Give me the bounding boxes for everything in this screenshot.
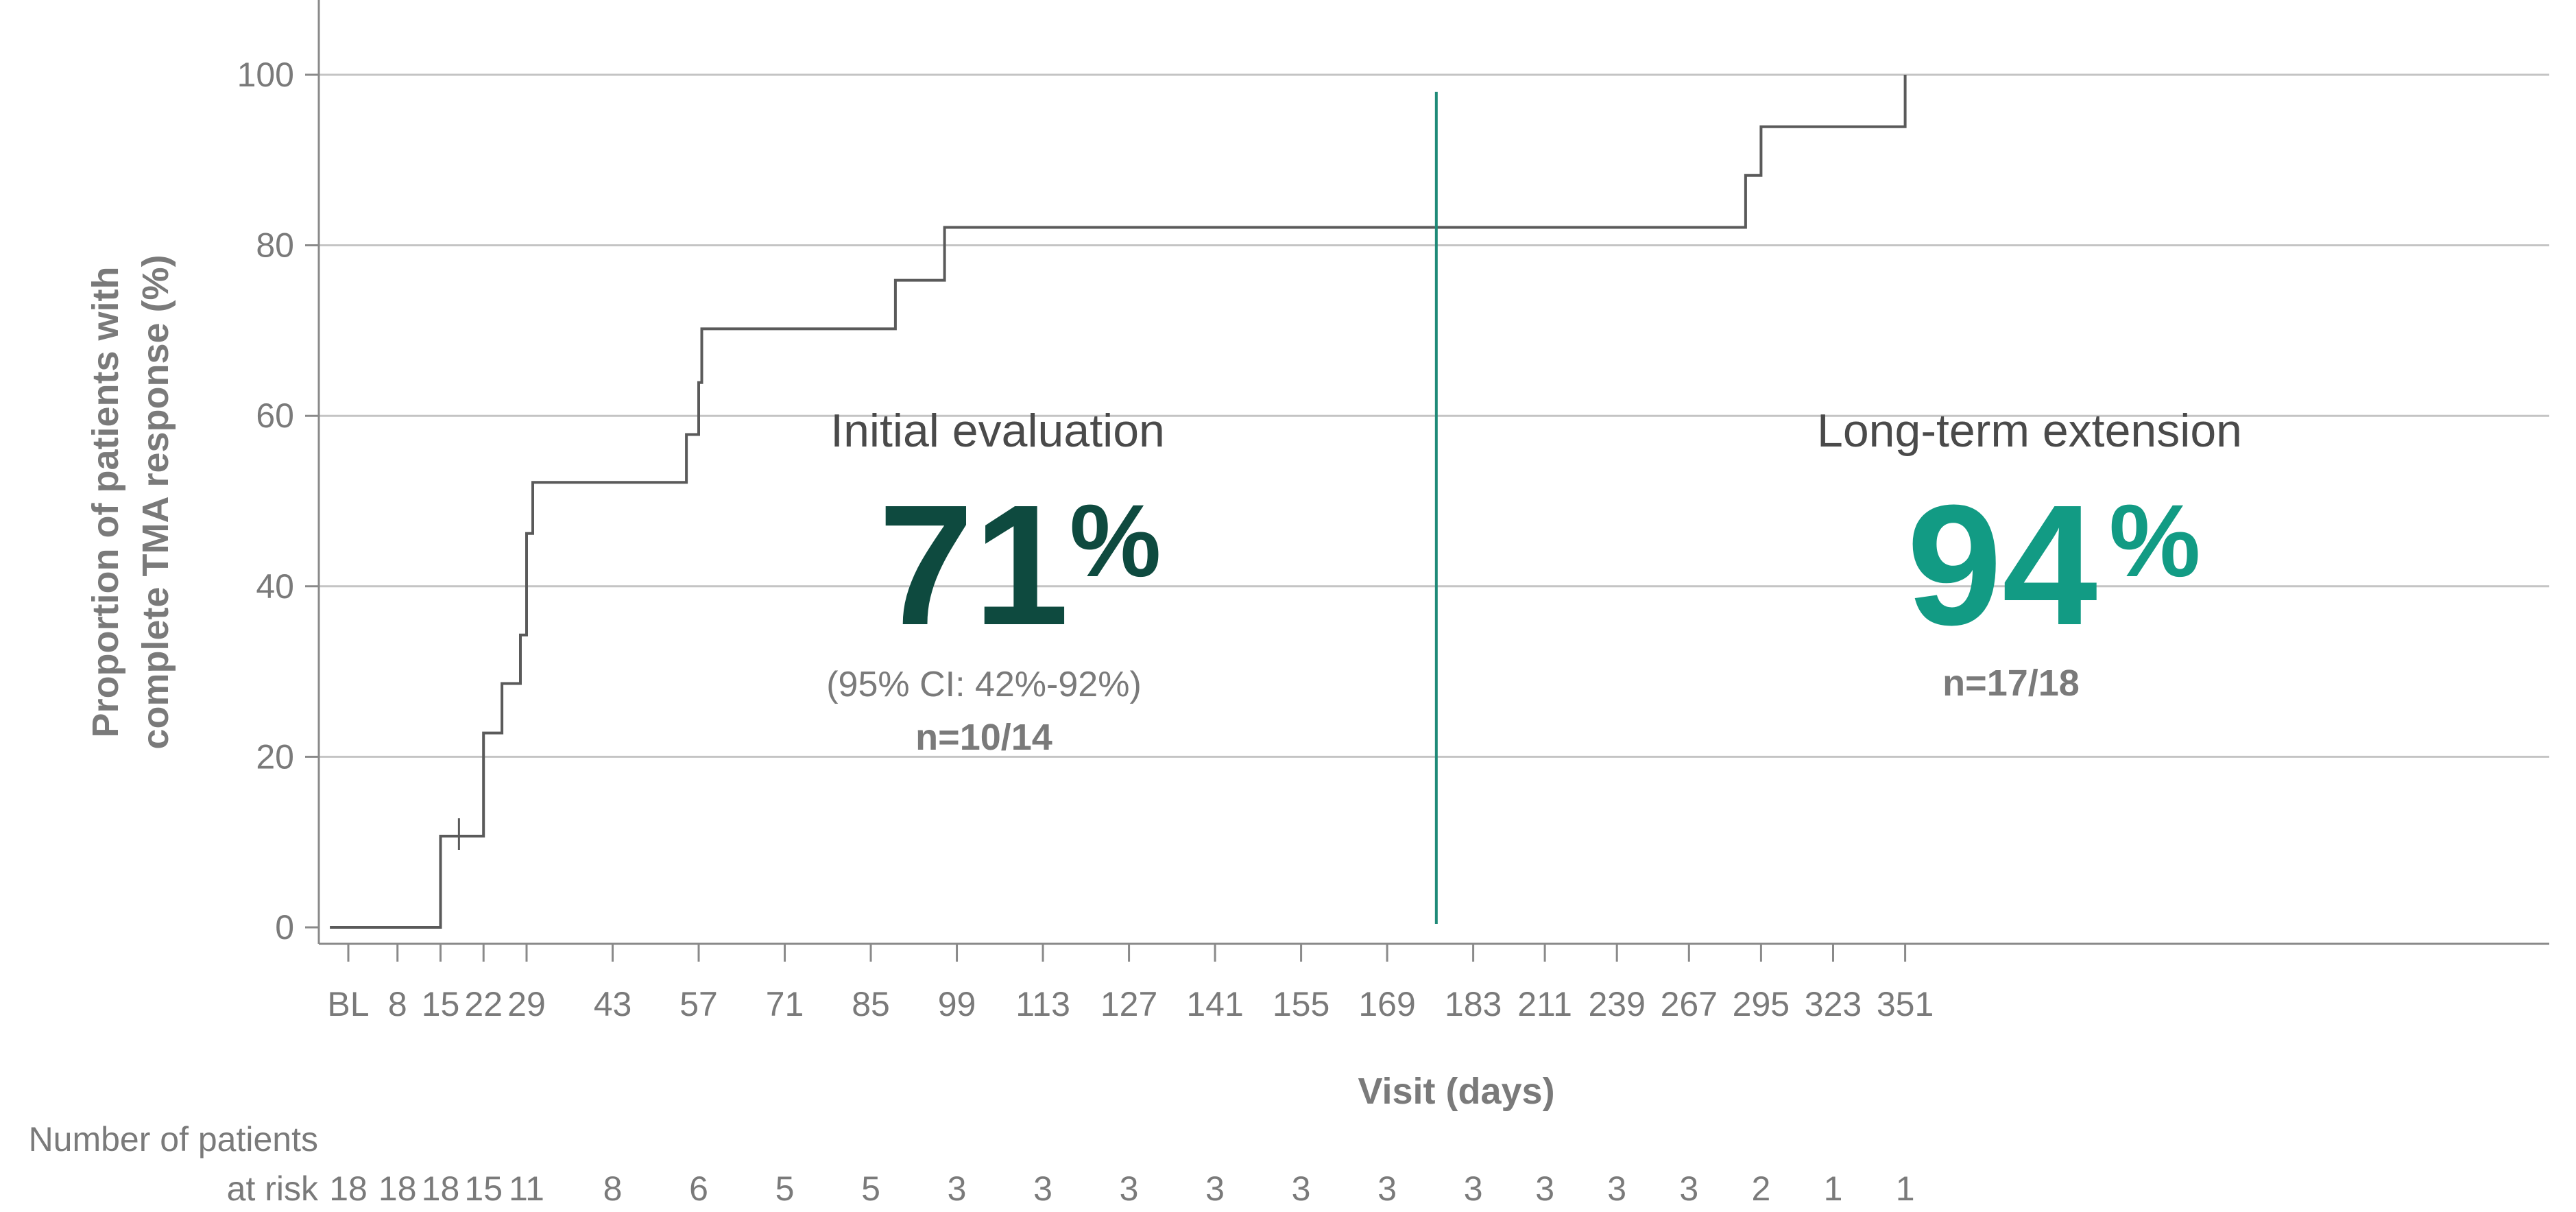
risk-value: 3 <box>1377 1169 1397 1208</box>
series-layer <box>330 75 1907 929</box>
risk-value: 3 <box>1607 1169 1626 1208</box>
risk-label-line-2: at risk <box>227 1169 319 1208</box>
x-tick-label: 141 <box>1186 985 1243 1023</box>
risk-value: 6 <box>689 1169 708 1208</box>
x-tick-label: 295 <box>1733 985 1790 1023</box>
x-tick-label: 267 <box>1661 985 1718 1023</box>
risk-value: 15 <box>464 1169 503 1208</box>
x-tick-label: 323 <box>1805 985 1862 1023</box>
x-axis-title: Visit (days) <box>1358 1071 1554 1112</box>
gridlines <box>319 73 2549 758</box>
risk-value: 3 <box>1120 1169 1139 1208</box>
x-tick-label: 183 <box>1445 985 1502 1023</box>
x-tick-label: 113 <box>1015 985 1070 1023</box>
y-axis-title-line-1: Proportion of patients with <box>85 267 126 738</box>
risk-label-line-1: Number of patients <box>29 1120 318 1158</box>
risk-table: Number of patients at risk 18 18 18 15 11 8 6 5… <box>29 1120 1915 1208</box>
y-tick-label: 100 <box>237 56 294 94</box>
risk-value: 3 <box>1205 1169 1225 1208</box>
initial-value: 71 <box>878 469 1069 661</box>
risk-value: 8 <box>603 1169 623 1208</box>
annotation-initial: Initial evaluation 71 % (95% CI: 42%-92%… <box>826 405 1165 758</box>
risk-value: 3 <box>1464 1169 1483 1208</box>
y-tick-label: 20 <box>256 737 294 776</box>
risk-value: 5 <box>775 1169 795 1208</box>
y-tick-label: 0 <box>275 908 294 947</box>
extension-value: 94 <box>1907 469 2097 661</box>
initial-heading: Initial evaluation <box>830 405 1165 457</box>
x-tick-label: BL <box>327 985 369 1023</box>
y-axis: 0 20 40 60 80 100 <box>237 0 320 947</box>
x-tick-label: 29 <box>507 985 546 1023</box>
x-tick-label: 43 <box>594 985 632 1023</box>
x-tick-label: 85 <box>852 985 890 1023</box>
x-tick-label: 8 <box>388 985 407 1023</box>
extension-unit: % <box>2109 483 2200 598</box>
risk-value: 3 <box>1679 1169 1698 1208</box>
x-tick-label: 15 <box>422 985 460 1023</box>
x-tick-label: 127 <box>1100 985 1157 1023</box>
x-tick-label: 71 <box>766 985 804 1023</box>
initial-ci: (95% CI: 42%-92%) <box>826 665 1142 704</box>
risk-value: 3 <box>1033 1169 1052 1208</box>
y-axis-title-line-2: complete TMA response (%) <box>135 254 176 749</box>
y-tick-label: 40 <box>256 567 294 606</box>
km-step-line <box>330 75 1907 929</box>
initial-unit: % <box>1070 483 1161 598</box>
risk-value: 3 <box>1535 1169 1554 1208</box>
x-tick-label: 239 <box>1588 985 1645 1023</box>
risk-value: 1 <box>1824 1169 1843 1208</box>
risk-value: 3 <box>1292 1169 1311 1208</box>
annotation-extension: Long-term extension 94 % n=17/18 <box>1817 405 2242 704</box>
risk-value: 2 <box>1751 1169 1770 1208</box>
x-axis: BL 8 15 22 29 43 57 71 85 99 113 127 141 155 169 183 211… <box>319 942 2549 1023</box>
risk-values: 18 18 18 15 11 8 6 5 5 3 3 3 3 3 3 3 3 3 3 2 1 1 <box>329 1169 1914 1208</box>
risk-value: 18 <box>329 1169 368 1208</box>
risk-value: 18 <box>378 1169 417 1208</box>
risk-value: 3 <box>948 1169 967 1208</box>
y-tick-label: 80 <box>256 226 294 265</box>
y-tick-label: 60 <box>256 396 294 435</box>
risk-value: 1 <box>1896 1169 1915 1208</box>
x-tick-label: 99 <box>938 985 976 1023</box>
initial-n: n=10/14 <box>915 717 1052 758</box>
risk-value: 18 <box>422 1169 460 1208</box>
x-tick-label: 169 <box>1358 985 1415 1023</box>
x-tick-label: 57 <box>679 985 718 1023</box>
risk-value: 5 <box>861 1169 880 1208</box>
x-tick-label: 211 <box>1517 985 1572 1023</box>
x-tick-label: 155 <box>1273 985 1329 1023</box>
x-tick-label: 22 <box>464 985 503 1023</box>
extension-heading: Long-term extension <box>1817 405 2242 457</box>
x-tick-label: 351 <box>1877 985 1934 1023</box>
extension-n: n=17/18 <box>1942 663 2080 704</box>
risk-value: 11 <box>509 1169 544 1208</box>
